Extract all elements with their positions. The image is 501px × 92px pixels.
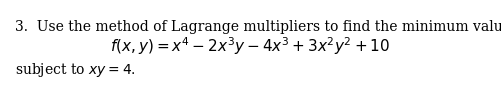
Text: subject to $xy = 4.$: subject to $xy = 4.$	[15, 61, 136, 79]
Text: $f(x, y) = x^4 - 2x^3y - 4x^3 + 3x^2y^2 + 10$: $f(x, y) = x^4 - 2x^3y - 4x^3 + 3x^2y^2 …	[110, 35, 391, 57]
Text: 3.  Use the method of Lagrange multipliers to find the minimum value of: 3. Use the method of Lagrange multiplier…	[15, 20, 501, 34]
